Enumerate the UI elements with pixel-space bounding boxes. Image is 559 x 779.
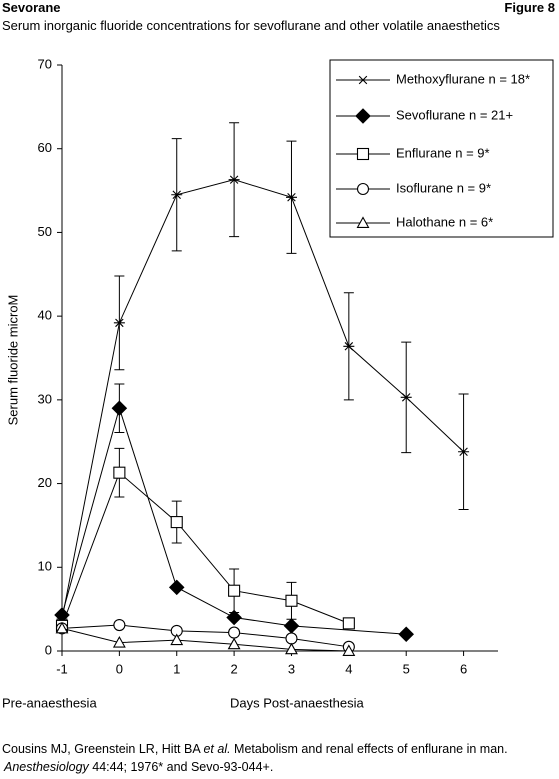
- legend-marker: [356, 147, 370, 161]
- marker: [170, 633, 184, 646]
- y-tick-label: 50: [38, 224, 52, 239]
- legend-box: [329, 59, 554, 238]
- chart-title: Serum inorganic fluoride concentrations …: [2, 18, 500, 33]
- marker: [283, 618, 300, 634]
- footer-text: 44:44; 1976* and Sevo-93-044+.: [88, 760, 274, 774]
- marker: [112, 635, 126, 648]
- x-tick-label: 5: [403, 661, 410, 676]
- marker: [55, 621, 69, 634]
- y-tick-label: 40: [38, 308, 52, 323]
- y-tick-label: 20: [38, 475, 52, 490]
- marker: [342, 644, 356, 656]
- x-axis-label: Days Post-anaesthesia: [230, 695, 364, 710]
- y-axis-label: Serum fluoride microM: [5, 295, 20, 426]
- marker: [113, 618, 126, 632]
- x-axis-label-left: Pre-anaesthesia: [2, 695, 97, 710]
- series-line: [61, 627, 349, 652]
- x-tick-label: 2: [230, 661, 237, 676]
- x-tick-label: 6: [460, 661, 467, 676]
- header-right: Figure 8: [504, 0, 555, 15]
- series-line: [61, 406, 407, 635]
- marker: [171, 190, 183, 199]
- legend-marker: [355, 108, 371, 124]
- marker: [285, 193, 297, 202]
- y-tick-label: 70: [38, 56, 52, 71]
- legend-label: Sevoflurane n = 21+: [396, 107, 513, 122]
- marker: [343, 342, 355, 351]
- y-tick-label: 60: [38, 140, 52, 155]
- marker: [400, 393, 412, 402]
- legend-label: Methoxyflurane n = 18*: [396, 71, 530, 86]
- x-tick-label: 1: [173, 661, 180, 676]
- marker: [228, 175, 240, 184]
- marker: [168, 579, 185, 596]
- legend-label: Enflurane n = 9*: [396, 145, 490, 160]
- series-line: [61, 624, 349, 648]
- footer-line-1: Cousins MJ, Greenstein LR, Hitt BA et al…: [2, 742, 508, 756]
- marker: [113, 318, 125, 328]
- marker: [285, 632, 298, 645]
- marker: [113, 466, 126, 479]
- y-tick-label: 0: [45, 642, 52, 657]
- marker: [228, 584, 241, 597]
- legend-label: Halothane n = 6*: [396, 214, 493, 229]
- footer-line-2: Anesthesiology 44:44; 1976* and Sevo-93-…: [4, 760, 273, 774]
- footer-text: Metabolism and renal effects of enfluran…: [230, 742, 508, 756]
- marker: [111, 400, 128, 417]
- legend-marker: [357, 75, 369, 85]
- x-tick-label: 0: [116, 661, 123, 676]
- series-line: [61, 179, 464, 620]
- x-tick-label: 3: [288, 661, 295, 676]
- marker: [227, 637, 241, 650]
- y-tick-label: 10: [38, 559, 52, 574]
- marker: [228, 626, 241, 639]
- marker: [458, 447, 470, 456]
- marker: [170, 516, 183, 529]
- y-tick-label: 30: [38, 391, 52, 406]
- footer-text: Anesthesiology: [4, 760, 89, 774]
- footer-text: Cousins MJ, Greenstein LR, Hitt BA: [2, 742, 204, 756]
- legend-label: Isoflurane n = 9*: [396, 180, 491, 195]
- x-tick-label: -1: [56, 661, 68, 676]
- footer-text: et al.: [203, 742, 231, 756]
- x-tick-label: 4: [345, 661, 352, 676]
- marker: [398, 626, 414, 643]
- series-line: [61, 471, 350, 627]
- legend-marker: [356, 182, 370, 196]
- marker: [226, 609, 242, 626]
- marker: [342, 617, 355, 630]
- marker: [285, 642, 298, 655]
- legend-marker: [356, 216, 370, 228]
- header-left: Sevorane: [2, 0, 61, 15]
- marker: [285, 594, 298, 607]
